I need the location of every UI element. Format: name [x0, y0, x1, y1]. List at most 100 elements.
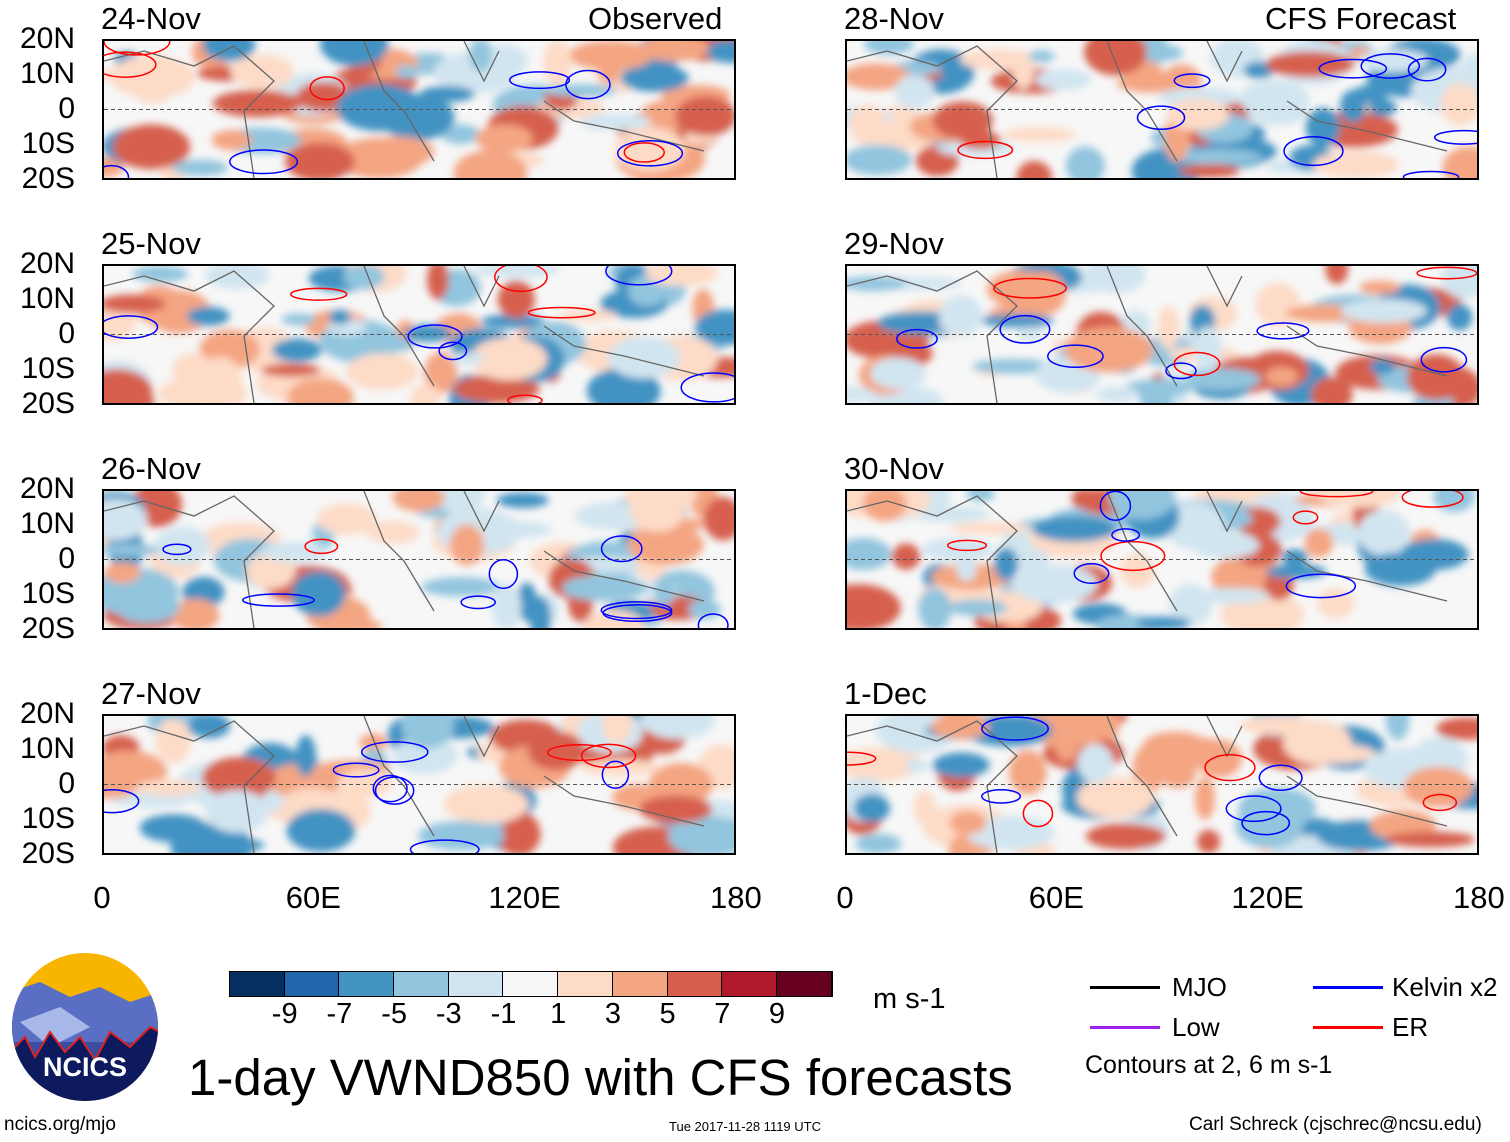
colorbar-swatch — [776, 972, 832, 996]
latitude-label: 20N — [19, 472, 75, 505]
legend-label-low: Low — [1172, 1012, 1220, 1042]
anomaly-blob — [849, 104, 888, 146]
colorbar-swatch — [230, 972, 285, 996]
anomaly-blob — [1035, 68, 1092, 91]
anomaly-blob — [1190, 531, 1260, 559]
kelvin-contour — [162, 543, 192, 556]
anomaly-blob — [1294, 743, 1376, 764]
coastline — [104, 41, 705, 178]
kelvin-contour — [104, 789, 140, 814]
anomaly-blob — [624, 491, 697, 513]
colorbar-tick-label: -7 — [326, 998, 353, 1030]
anomaly-blob — [1403, 766, 1474, 808]
coastline — [847, 266, 1448, 403]
anomaly-blob — [853, 793, 890, 823]
kelvin-contour — [981, 716, 1049, 741]
er-contour — [1401, 491, 1464, 508]
coastline — [847, 491, 1448, 628]
anomaly-blob — [847, 276, 907, 292]
anomaly-blob — [1084, 41, 1147, 76]
map-panel — [102, 714, 736, 855]
anomaly-blob — [350, 335, 416, 353]
kelvin-contour — [332, 762, 380, 778]
anomaly-blob — [932, 752, 990, 778]
er-contour — [527, 306, 596, 319]
anomaly-blob — [346, 353, 419, 391]
anomaly-blob — [497, 280, 535, 319]
er-contour — [104, 51, 157, 78]
panel-date-title: 26-Nov — [101, 451, 201, 486]
anomaly-blob — [1265, 51, 1354, 78]
anomaly-blob — [1441, 266, 1477, 299]
latitude-label: 20N — [19, 697, 75, 730]
anomaly-blob — [136, 779, 201, 797]
er-contour — [104, 41, 171, 56]
kelvin-contour — [1433, 129, 1477, 145]
kelvin-contour — [981, 788, 1022, 804]
anomaly-blob — [847, 145, 912, 176]
anomaly-blob — [328, 309, 351, 325]
anomaly-blob — [597, 45, 622, 84]
anomaly-blob — [946, 599, 1008, 617]
anomaly-blob — [154, 526, 210, 566]
anomaly-blob — [543, 41, 572, 86]
map-panel — [102, 264, 736, 405]
kelvin-contour — [488, 559, 519, 590]
kelvin-contour — [1402, 170, 1460, 178]
anomaly-blob — [421, 577, 500, 597]
latitude-label: 10N — [19, 282, 75, 315]
anomaly-blob — [201, 757, 276, 799]
colorbar-swatch — [448, 972, 504, 996]
anomaly-blob — [529, 596, 552, 628]
anomaly-blob — [1315, 491, 1401, 508]
anomaly-blob — [230, 54, 294, 89]
colorbar-tick-label: -1 — [490, 998, 517, 1030]
colorbar-tick-label: 9 — [768, 998, 786, 1030]
er-contour — [290, 287, 348, 301]
er-contour — [946, 539, 988, 552]
anomaly-blob — [870, 357, 926, 390]
figure-title: 1-day VWND850 with CFS forecasts — [188, 1049, 1013, 1106]
longitude-label: 60E — [1028, 880, 1084, 915]
panel-date-title: 28-Nov — [844, 1, 944, 36]
kelvin-contour — [407, 324, 463, 349]
anomaly-blob — [1357, 48, 1429, 73]
anomaly-blob — [627, 524, 704, 565]
anomaly-blob — [1018, 271, 1067, 316]
legend-line-low — [1090, 1026, 1160, 1029]
anomaly-blob — [496, 811, 541, 853]
anomaly-blob — [847, 584, 901, 628]
kelvin-contour — [229, 149, 299, 175]
legend-line-kelvin — [1313, 986, 1383, 989]
latitude-label: 0 — [58, 542, 75, 575]
er-contour — [1422, 793, 1458, 812]
anomaly-blob — [602, 716, 633, 745]
kelvin-contour — [605, 266, 673, 286]
anomaly-blob — [956, 556, 977, 582]
anomaly-blob — [1433, 491, 1475, 513]
anomaly-blob — [188, 716, 231, 739]
footer-url[interactable]: ncics.org/mjo — [4, 1114, 116, 1135]
kelvin-contour — [999, 314, 1051, 344]
colorbar-swatch — [339, 972, 395, 996]
er-contour — [507, 394, 543, 403]
anomaly-blob — [1095, 386, 1139, 403]
anomaly-blob — [847, 386, 876, 402]
anomaly-blob — [170, 598, 220, 628]
footer-credit: Carl Schreck (cjschrec@ncsu.edu) — [1189, 1114, 1482, 1135]
er-contour — [993, 277, 1067, 299]
anomaly-blob — [705, 41, 734, 63]
anomaly-blob — [219, 839, 265, 852]
anomaly-blob — [272, 338, 322, 362]
er-contour — [847, 751, 877, 766]
kelvin-contour — [1420, 346, 1468, 373]
colorbar-tick-label: -3 — [435, 998, 462, 1030]
latitude-label: 20N — [19, 247, 75, 280]
kelvin-contour — [697, 613, 729, 628]
anomaly-blob — [104, 562, 141, 584]
panel-date-title: 30-Nov — [844, 451, 944, 486]
kelvin-contour — [1165, 362, 1197, 380]
anomaly-blob — [1194, 777, 1215, 820]
coastline — [847, 716, 1448, 853]
anomaly-blob — [204, 790, 269, 833]
